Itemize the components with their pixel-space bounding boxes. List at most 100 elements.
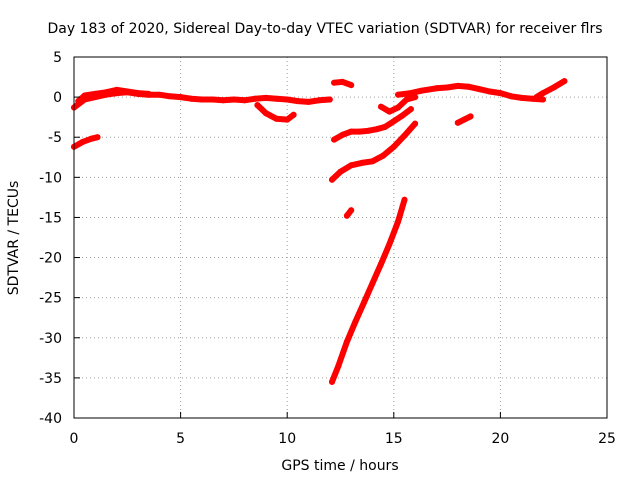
- data-point: [331, 136, 338, 143]
- data-point: [407, 106, 414, 113]
- data-point: [369, 158, 376, 165]
- data-point: [290, 111, 297, 118]
- data-point: [145, 90, 152, 97]
- data-point: [386, 240, 393, 247]
- data-point: [356, 128, 363, 135]
- data-point: [403, 96, 410, 103]
- data-point: [241, 97, 248, 104]
- data-point: [326, 96, 333, 103]
- data-point: [369, 280, 376, 287]
- data-point: [508, 93, 515, 100]
- data-point: [348, 128, 355, 135]
- data-point: [75, 98, 82, 105]
- data-point: [252, 95, 259, 102]
- data-point: [454, 119, 461, 126]
- data-point: [433, 85, 440, 92]
- data-point: [262, 110, 269, 117]
- data-point: [412, 94, 419, 101]
- y-tick-label: -20: [39, 251, 62, 267]
- data-point: [113, 86, 120, 93]
- data-point: [198, 96, 205, 103]
- data-point: [262, 94, 269, 101]
- data-point: [361, 299, 367, 306]
- data-point: [399, 112, 406, 119]
- data-point: [339, 78, 346, 85]
- data-point: [273, 115, 280, 122]
- data-point: [335, 362, 342, 369]
- data-point: [273, 95, 280, 102]
- y-tick-label: -30: [39, 331, 62, 347]
- data-point: [401, 132, 408, 139]
- data-point: [407, 90, 414, 97]
- data-point: [254, 102, 261, 109]
- data-trace: [331, 106, 414, 143]
- data-point: [348, 162, 355, 169]
- data-point: [352, 318, 359, 325]
- data-point: [305, 98, 312, 105]
- data-point: [395, 91, 402, 98]
- data-point: [486, 88, 493, 95]
- data-point: [81, 92, 88, 99]
- x-tick-label: 5: [176, 431, 185, 447]
- x-tick-label: 10: [278, 431, 296, 447]
- x-tick-label: 25: [598, 431, 616, 447]
- x-tick-label: 0: [70, 431, 79, 447]
- data-point: [533, 94, 540, 101]
- data-point: [418, 87, 425, 94]
- data-point: [444, 84, 451, 91]
- data-point: [378, 103, 384, 110]
- data-point: [135, 90, 141, 97]
- y-tick-label: 5: [53, 50, 62, 66]
- y-axis-label: SDTVAR / TECUs: [6, 181, 22, 296]
- data-point: [476, 86, 483, 93]
- y-tick-label: -40: [39, 411, 62, 427]
- data-point: [88, 135, 95, 142]
- data-point: [561, 78, 568, 85]
- data-point: [348, 207, 355, 214]
- data-point: [94, 134, 101, 141]
- data-point: [358, 159, 365, 166]
- data-point: [454, 82, 461, 89]
- data-point: [395, 104, 402, 111]
- data-point: [395, 218, 402, 225]
- data-point: [79, 139, 86, 145]
- x-tick-label: 15: [385, 431, 403, 447]
- data-point: [337, 168, 344, 175]
- data-point: [467, 113, 474, 120]
- data-point: [540, 96, 546, 103]
- data-point: [550, 84, 557, 91]
- data-trace: [71, 134, 101, 150]
- data-point: [329, 176, 335, 183]
- chart-title: Day 183 of 2020, Sidereal Day-to-day VTE…: [47, 21, 602, 37]
- y-tick-label: -25: [39, 291, 62, 307]
- data-point: [124, 88, 131, 95]
- data-point: [220, 97, 227, 104]
- data-point: [156, 91, 163, 98]
- data-point: [365, 127, 372, 134]
- data-point: [316, 97, 323, 104]
- x-tick-label: 20: [491, 431, 509, 447]
- data-point: [465, 83, 472, 90]
- plot-frame: [73, 56, 608, 419]
- data-point: [540, 90, 546, 97]
- data-point: [92, 90, 99, 97]
- data-series: [71, 78, 568, 385]
- data-point: [230, 96, 237, 103]
- y-tick-label: -5: [48, 130, 62, 146]
- data-point: [497, 90, 504, 97]
- data-trace: [329, 196, 408, 385]
- data-point: [284, 96, 291, 103]
- data-point: [373, 126, 380, 133]
- data-point: [103, 89, 109, 96]
- y-tick-label: -15: [39, 210, 62, 226]
- x-axis-label: GPS time / hours: [281, 458, 398, 474]
- data-point: [412, 120, 419, 127]
- data-point: [329, 378, 335, 385]
- data-point: [284, 116, 291, 123]
- data-point: [348, 82, 355, 89]
- data-point: [378, 261, 384, 267]
- data-point: [343, 338, 350, 345]
- data-point: [386, 108, 393, 115]
- data-point: [209, 96, 216, 103]
